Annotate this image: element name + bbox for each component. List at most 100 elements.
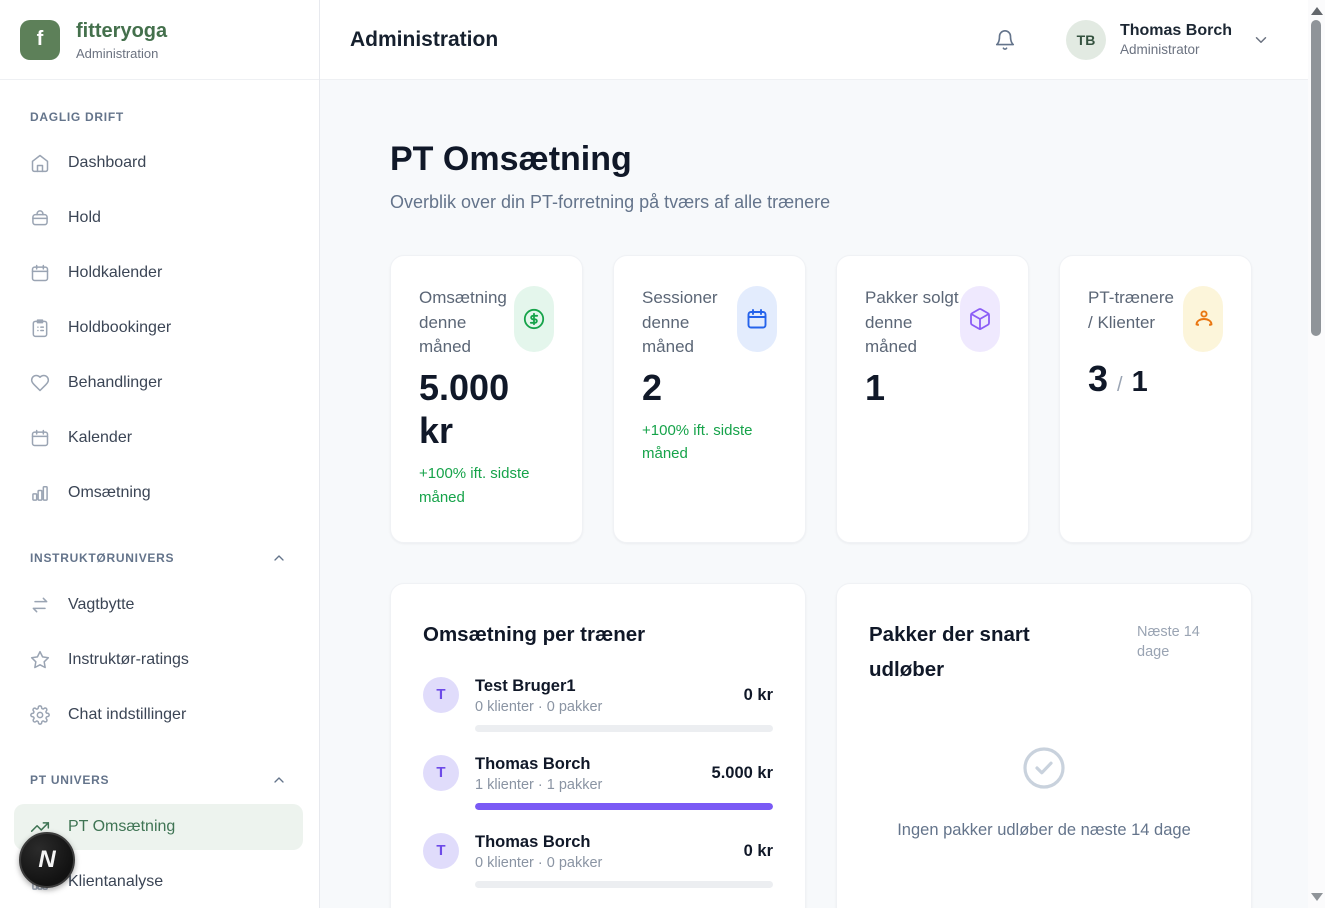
sidebar-item-label: Dashboard: [68, 154, 147, 171]
sidebar-item-label: Hold: [68, 209, 101, 226]
sidebar-item-label: Omsætning: [68, 484, 151, 501]
sidebar-item-label: Behandlinger: [68, 374, 163, 391]
chevron-up-icon[interactable]: [271, 550, 287, 566]
sidebar-item-label: Chat indstillinger: [68, 706, 187, 723]
sidebar-item-vagtbytte[interactable]: Vagtbytte: [14, 582, 303, 628]
sidebar-item-label: Instruktør-ratings: [68, 651, 189, 668]
sidebar-item-label: Klientanalyse: [68, 873, 164, 890]
calendar-icon: [737, 286, 777, 352]
nav-section-header[interactable]: PT UNIVERS: [14, 772, 303, 788]
main-area: Administration TB Thomas Borch Administr…: [320, 0, 1325, 908]
trainer-avatar: T: [423, 754, 459, 791]
sidebar-item-label: PT Omsætning: [68, 818, 176, 835]
sidebar-item-holdkalender[interactable]: Holdkalender: [14, 250, 303, 296]
stat-label: PT-trænere / Klienter: [1088, 288, 1174, 332]
vertical-scrollbar[interactable]: [1308, 0, 1325, 908]
sidebar-item-chat-indstillinger[interactable]: Chat indstillinger: [14, 692, 303, 738]
stat-cards: Omsætning denne måned 5.000 kr +100% ift…: [390, 255, 1252, 543]
bell-icon[interactable]: [994, 29, 1016, 51]
chevron-down-icon[interactable]: [1252, 31, 1270, 49]
sidebar-item-omsaetning[interactable]: Omsætning: [14, 470, 303, 516]
heart-icon: [30, 373, 50, 393]
stat-label: Pakker solgt denne måned: [865, 288, 959, 357]
nextjs-dev-badge[interactable]: N: [19, 832, 75, 888]
nav-section-instruktorunivers: INSTRUKTØRUNIVERS Vagtbytte Instruktør-r…: [14, 550, 303, 738]
home-icon: [30, 153, 50, 173]
trainer-amount: 0 kr: [743, 686, 773, 705]
sidebar-item-instruktor-ratings[interactable]: Instruktør-ratings: [14, 637, 303, 683]
nav-section-header[interactable]: INSTRUKTØRUNIVERS: [14, 550, 303, 566]
stat-card-sessioner: Sessioner denne måned 2 +100% ift. sidst…: [613, 255, 806, 543]
trainer-row[interactable]: T Thomas Borch 1 klienter · 1 pakker 5.0…: [423, 754, 773, 810]
sidebar-item-behandlinger[interactable]: Behandlinger: [14, 360, 303, 406]
nav-section-label: PT UNIVERS: [30, 773, 110, 787]
package-icon: [960, 286, 1000, 352]
stat-value: 2: [642, 366, 663, 408]
expiring-empty-message: Ingen pakker udløber de næste 14 dage: [897, 820, 1191, 839]
sidebar-item-kalender[interactable]: Kalender: [14, 415, 303, 461]
user-name: Thomas Borch: [1119, 22, 1232, 39]
stat-card-pakker: Pakker solgt denne måned 1: [836, 255, 1029, 543]
chevron-up-icon[interactable]: [271, 772, 287, 788]
trainer-meta: 1 klienter · 1 pakker: [475, 776, 603, 793]
dollar-circle-icon: [514, 286, 554, 352]
trainer-progress-track: [475, 724, 773, 732]
brand-subtitle: Administration: [76, 45, 159, 61]
trainer-name: Thomas Borch: [475, 832, 591, 851]
sidebar-item-holdbookinger[interactable]: Holdbookinger: [14, 305, 303, 351]
trainer-revenue-card: Omsætning per træner T Test Bruger1 0 kl…: [390, 583, 806, 908]
trainer-amount: 5.000 kr: [711, 764, 773, 783]
stat-label: Omsætning denne måned: [419, 288, 507, 357]
trainer-rows: T Test Bruger1 0 klienter · 0 pakker 0 k…: [423, 676, 773, 888]
user-avatar[interactable]: TB: [1065, 19, 1106, 60]
sidebar-item-label: Holdbookinger: [68, 319, 172, 336]
page-title: PT Omsætning: [390, 140, 632, 178]
star-icon: [30, 650, 50, 670]
trainer-name: Test Bruger1: [475, 676, 576, 695]
stat-change: +100% ift. sidste måned: [642, 422, 753, 463]
header-right: TB Thomas Borch Administrator: [994, 19, 1270, 60]
clipboard-icon: [30, 318, 50, 338]
nav-section-header: DAGLIG DRIFT: [14, 110, 303, 124]
header-title: Administration: [350, 27, 499, 51]
calendar-icon: [30, 428, 50, 448]
sidebar-nav: DAGLIG DRIFT Dashboard Hold Holdkalender…: [0, 80, 319, 905]
sidebar-item-label: Vagtbytte: [68, 596, 135, 613]
nav-section-label: DAGLIG DRIFT: [30, 110, 124, 124]
expiring-packages-card: Pakker der snart udløber Næste 14 dage I…: [836, 583, 1252, 908]
sidebar-item-dashboard[interactable]: Dashboard: [14, 140, 303, 186]
trainer-card-title: Omsætning per træner: [423, 623, 646, 646]
user-role: Administrator: [1119, 42, 1200, 57]
trainer-row[interactable]: T Thomas Borch 0 klienter · 0 pakker 0 k…: [423, 832, 773, 888]
sidebar-item-label: Holdkalender: [68, 264, 163, 281]
trainer-avatar: T: [423, 676, 459, 713]
scrollbar-up-arrow[interactable]: [1311, 7, 1323, 15]
nav-section-label: INSTRUKTØRUNIVERS: [30, 551, 175, 565]
swap-arrows-icon: [30, 595, 50, 615]
user-info: Thomas Borch Administrator: [1120, 22, 1232, 57]
trainer-name: Thomas Borch: [475, 754, 591, 773]
page-content: PT Omsætning Overblik over din PT-forret…: [320, 80, 1325, 908]
stat-value: 5.000 kr: [419, 366, 510, 452]
brand-header: f fitteryoga Administration: [0, 0, 319, 80]
stat-card-omsaetning: Omsætning denne måned 5.000 kr +100% ift…: [390, 255, 583, 543]
scrollbar-down-arrow[interactable]: [1311, 893, 1323, 901]
trainer-row[interactable]: T Test Bruger1 0 klienter · 0 pakker 0 k…: [423, 676, 773, 732]
stat-label: Sessioner denne måned: [642, 288, 718, 357]
sidebar: f fitteryoga Administration DAGLIG DRIFT…: [0, 0, 320, 908]
bottom-panels: Omsætning per træner T Test Bruger1 0 kl…: [390, 583, 1252, 908]
bar-chart-icon: [30, 483, 50, 503]
gear-icon: [30, 705, 50, 725]
trainer-meta: 0 klienter · 0 pakker: [475, 854, 603, 871]
sidebar-item-label: Kalender: [68, 429, 133, 446]
calendar-icon: [30, 263, 50, 283]
sidebar-item-hold[interactable]: Hold: [14, 195, 303, 241]
trainer-avatar: T: [423, 832, 459, 869]
bag-icon: [30, 208, 50, 228]
stat-change: +100% ift. sidste måned: [419, 465, 530, 506]
expiring-period: Næste 14 dage: [1137, 624, 1200, 661]
expiring-empty-state: Ingen pakker udløber de næste 14 dage: [869, 744, 1219, 840]
scrollbar-thumb[interactable]: [1311, 20, 1321, 336]
top-header: Administration TB Thomas Borch Administr…: [320, 0, 1325, 80]
